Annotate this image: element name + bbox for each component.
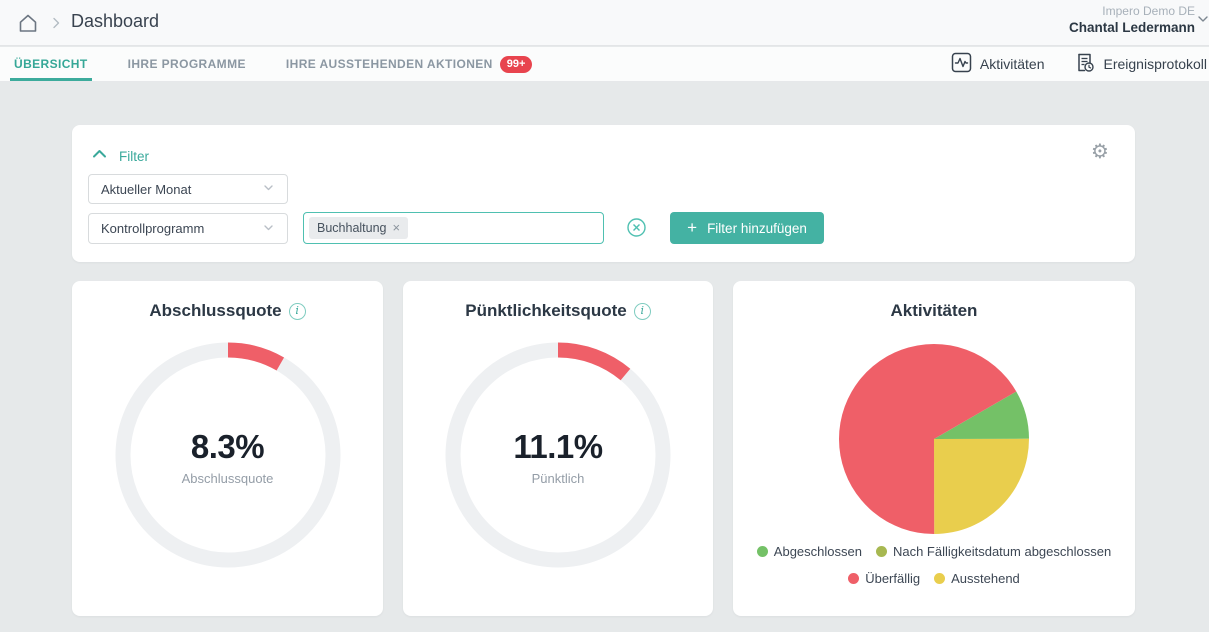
pending-actions-badge: 99+ bbox=[499, 55, 533, 73]
activities-button[interactable]: Aktivitäten bbox=[951, 52, 1045, 76]
donut-chart-abschlussquote bbox=[115, 342, 340, 568]
card-title: Abschlussquote bbox=[149, 301, 282, 320]
legend-dot bbox=[934, 573, 946, 584]
plus-icon: + bbox=[687, 218, 698, 237]
event-log-button[interactable]: Ereignisprotokoll bbox=[1075, 52, 1208, 76]
chevron-down-icon[interactable] bbox=[1197, 12, 1209, 24]
legend-dot bbox=[756, 546, 768, 557]
pie-legend: Abgeschlossen Nach Fälligkeitsdatum abge… bbox=[733, 544, 1135, 586]
filter-type-select[interactable]: Kontrollprogramm bbox=[88, 213, 288, 244]
card-aktivitaeten: Aktivitäten Abgeschlossen Nach Fälligkei… bbox=[733, 281, 1135, 616]
tag-label: Buchhaltung bbox=[317, 221, 387, 235]
legend-item-nach-faelligkeitsdatum[interactable]: Nach Fälligkeitsdatum abgeschlossen bbox=[875, 544, 1112, 559]
legend-label: Abgeschlossen bbox=[773, 544, 862, 559]
filter-type-select-value: Kontrollprogramm bbox=[101, 221, 205, 236]
filter-value-input[interactable]: Buchhaltung × bbox=[303, 212, 604, 244]
add-filter-button[interactable]: + Filter hinzufügen bbox=[670, 212, 824, 244]
chevron-down-icon bbox=[262, 221, 275, 237]
filter-tag-buchhaltung: Buchhaltung × bbox=[309, 217, 409, 239]
filter-collapse-toggle[interactable]: Filter bbox=[92, 147, 149, 165]
donut-chart-puenktlichkeitsquote bbox=[445, 342, 671, 568]
tab-label: IHRE PROGRAMME bbox=[127, 57, 246, 71]
activity-icon bbox=[951, 52, 972, 76]
event-log-label: Ereignisprotokoll bbox=[1103, 56, 1208, 72]
tab-ihre-ausstehenden-aktionen[interactable]: IHRE AUSSTEHENDEN AKTIONEN 99+ bbox=[282, 47, 537, 81]
donut-sublabel: Pünktlich bbox=[531, 471, 585, 486]
legend-item-ueberfaellig[interactable]: Überfällig bbox=[848, 571, 920, 586]
chevron-up-icon bbox=[92, 147, 107, 165]
donut-value: 11.1% bbox=[513, 428, 603, 465]
card-abschlussquote: Abschlussquote i 8.3% Abschlussquote bbox=[72, 281, 383, 616]
filter-panel: Filter Aktueller Monat Kontrollprogramm … bbox=[72, 125, 1135, 262]
add-filter-label: Filter hinzufügen bbox=[707, 220, 807, 236]
legend-label: Nach Fälligkeitsdatum abgeschlossen bbox=[892, 544, 1112, 559]
tab-bar: ÜBERSICHT IHRE PROGRAMME IHRE AUSSTEHEND… bbox=[0, 47, 1209, 82]
clear-filter-icon[interactable] bbox=[626, 217, 647, 238]
gear-icon[interactable]: ⚙ bbox=[1091, 141, 1109, 163]
account-user: Chantal Ledermann bbox=[1068, 20, 1195, 35]
activities-label: Aktivitäten bbox=[979, 56, 1045, 72]
top-bar: Dashboard Impero Demo DE Chantal Lederma… bbox=[0, 0, 1209, 46]
legend-item-ausstehend[interactable]: Ausstehend bbox=[934, 571, 1020, 586]
card-title: Aktivitäten bbox=[890, 301, 978, 320]
period-select[interactable]: Aktueller Monat bbox=[88, 174, 288, 204]
tab-label: IHRE AUSSTEHENDEN AKTIONEN bbox=[285, 57, 493, 71]
tab-uebersicht[interactable]: ÜBERSICHT bbox=[10, 47, 92, 81]
filter-title: Filter bbox=[119, 148, 149, 164]
account-org: Impero Demo DE bbox=[1102, 4, 1195, 18]
info-icon[interactable]: i bbox=[288, 302, 306, 320]
legend-label: Ausstehend bbox=[951, 571, 1020, 586]
breadcrumb-separator-icon bbox=[48, 15, 64, 31]
period-select-value: Aktueller Monat bbox=[101, 181, 192, 197]
card-puenktlichkeitsquote: Pünktlichkeitsquote i 11.1% Pünktlich bbox=[403, 281, 713, 616]
legend-dot bbox=[848, 573, 860, 584]
legend-dot bbox=[875, 546, 887, 557]
event-log-icon bbox=[1075, 52, 1096, 76]
home-icon[interactable] bbox=[16, 11, 40, 35]
chevron-down-icon bbox=[262, 181, 275, 197]
legend-item-abgeschlossen[interactable]: Abgeschlossen bbox=[756, 544, 862, 559]
donut-value: 8.3% bbox=[190, 428, 265, 465]
tab-ihre-programme[interactable]: IHRE PROGRAMME bbox=[124, 47, 250, 81]
pie-chart-aktivitaeten bbox=[839, 344, 1029, 534]
tab-actions: Aktivitäten Ereignisprotokoll bbox=[951, 47, 1209, 81]
account-menu[interactable]: Impero Demo DE Chantal Ledermann bbox=[1069, 4, 1195, 36]
card-title: Pünktlichkeitsquote bbox=[465, 301, 627, 320]
page-title: Dashboard bbox=[71, 11, 160, 31]
tag-remove-icon[interactable]: × bbox=[392, 220, 401, 235]
legend-label: Überfällig bbox=[865, 571, 921, 586]
donut-sublabel: Abschlussquote bbox=[181, 471, 274, 486]
info-icon[interactable]: i bbox=[633, 302, 651, 320]
tabs: ÜBERSICHT IHRE PROGRAMME IHRE AUSSTEHEND… bbox=[10, 47, 568, 81]
tab-label: ÜBERSICHT bbox=[14, 57, 88, 71]
